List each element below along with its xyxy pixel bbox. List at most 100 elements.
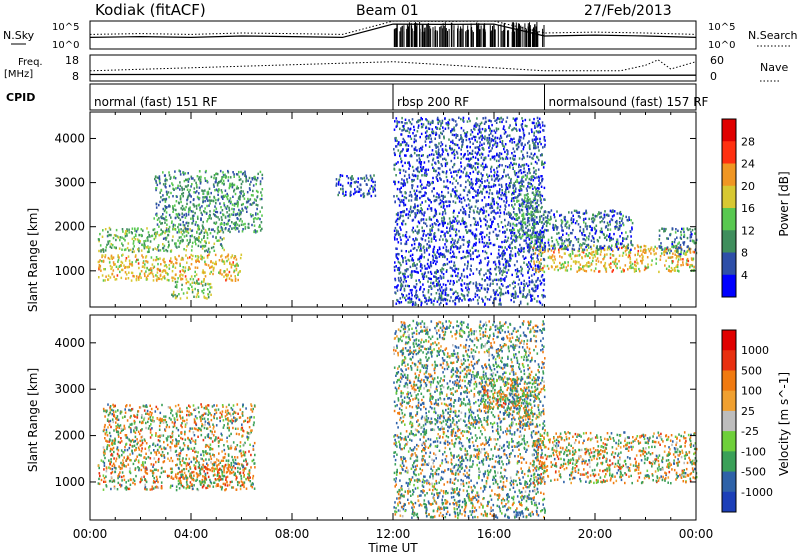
range-gate-cell xyxy=(440,253,442,257)
range-gate-cell xyxy=(443,204,445,208)
range-gate-cell xyxy=(162,194,164,197)
range-gate-cell xyxy=(405,242,408,246)
range-gate-cell xyxy=(405,268,408,271)
range-gate-cell xyxy=(187,287,190,290)
range-gate-cell xyxy=(418,149,421,153)
range-gate-cell xyxy=(478,127,481,130)
range-gate-cell xyxy=(170,257,172,260)
range-gate-cell xyxy=(442,273,445,276)
range-gate-cell xyxy=(209,214,211,217)
range-gate-cell xyxy=(444,288,446,291)
range-gate-cell xyxy=(491,178,493,181)
range-gate-cell xyxy=(397,232,400,236)
range-gate-cell xyxy=(504,218,506,222)
range-gate-cell xyxy=(537,284,539,287)
range-gate-cell xyxy=(187,280,190,284)
range-gate-cell xyxy=(492,220,494,223)
range-gate-cell xyxy=(146,250,149,254)
range-gate-cell xyxy=(405,213,408,216)
range-gate-cell xyxy=(440,298,442,301)
range-gate-cell xyxy=(200,217,202,220)
range-gate-cell xyxy=(466,131,469,134)
range-gate-cell xyxy=(497,293,499,297)
range-gate-cell xyxy=(446,123,448,126)
range-gate-cell xyxy=(456,292,459,295)
range-gate-cell xyxy=(442,171,445,174)
range-gate-cell xyxy=(475,281,477,284)
range-gate-cell xyxy=(437,220,439,223)
range-gate-cell xyxy=(541,194,544,198)
range-gate-cell xyxy=(454,217,457,220)
range-gate-cell xyxy=(237,187,240,190)
range-gate-cell xyxy=(499,291,501,295)
range-gate-cell xyxy=(431,254,434,258)
range-gate-cell xyxy=(508,182,511,185)
range-gate-cell xyxy=(433,169,435,172)
range-gate-cell xyxy=(439,198,442,202)
range-gate-cell xyxy=(484,218,487,222)
range-gate-cell xyxy=(221,273,223,276)
range-gate-cell xyxy=(341,174,344,177)
range-gate-cell xyxy=(522,229,525,232)
range-gate-cell xyxy=(125,257,128,260)
range-gate-cell xyxy=(528,118,531,122)
range-gate-cell xyxy=(462,256,464,259)
range-gate-cell xyxy=(435,272,438,275)
range-gate-cell xyxy=(469,210,471,214)
range-gate-cell xyxy=(430,277,432,281)
range-gate-cell xyxy=(453,152,455,156)
range-gate-cell xyxy=(509,179,512,182)
range-gate-cell xyxy=(519,300,522,303)
range-gate-cell xyxy=(530,295,532,299)
range-gate-cell xyxy=(445,185,448,188)
range-gate-cell xyxy=(483,211,485,214)
range-gate-cell xyxy=(175,213,178,216)
range-gate-cell xyxy=(488,137,491,140)
range-gate-cell xyxy=(465,173,468,176)
range-gate-cell xyxy=(105,275,107,278)
range-gate-cell xyxy=(516,213,519,216)
range-gate-cell xyxy=(514,296,517,299)
range-gate-cell xyxy=(198,239,200,243)
range-gate-cell xyxy=(200,229,203,232)
range-gate-cell xyxy=(182,192,185,195)
range-gate-cell xyxy=(477,249,480,253)
range-gate-cell xyxy=(502,269,504,272)
range-gate-cell xyxy=(255,182,257,186)
range-gate-cell xyxy=(452,283,455,286)
range-gate-cell xyxy=(523,279,525,283)
range-gate-cell xyxy=(511,217,513,220)
range-gate-cell xyxy=(469,268,472,271)
range-gate-cell xyxy=(507,268,510,272)
range-gate-cell xyxy=(502,292,505,296)
range-gate-cell xyxy=(517,171,520,174)
range-gate-cell xyxy=(198,232,201,235)
range-gate-cell xyxy=(508,186,511,189)
range-gate-cell xyxy=(416,197,418,200)
range-gate-cell xyxy=(618,246,621,250)
range-gate-cell xyxy=(478,296,480,299)
range-gate-cell xyxy=(511,191,514,195)
range-gate-cell xyxy=(475,200,478,204)
range-gate-cell xyxy=(196,238,199,241)
range-gate-cell xyxy=(164,174,166,177)
range-gate-cell xyxy=(505,191,507,194)
range-gate-cell xyxy=(396,298,398,302)
range-gate-cell xyxy=(484,137,486,141)
range-gate-cell xyxy=(183,213,185,217)
range-gate-cell xyxy=(511,138,513,141)
range-gate-cell xyxy=(410,122,413,126)
range-gate-cell xyxy=(156,183,159,187)
range-gate-cell xyxy=(439,167,441,170)
range-gate-cell xyxy=(259,229,262,232)
range-gate-cell xyxy=(190,217,192,220)
range-gate-cell xyxy=(207,293,210,296)
range-gate-cell xyxy=(342,192,344,195)
range-gate-cell xyxy=(228,228,230,231)
range-gate-cell xyxy=(430,301,433,304)
range-gate-cell xyxy=(522,148,525,151)
range-gate-cell xyxy=(524,174,527,177)
range-gate-cell xyxy=(447,191,450,194)
range-gate-cell xyxy=(370,194,373,198)
range-gate-cell xyxy=(503,170,505,174)
